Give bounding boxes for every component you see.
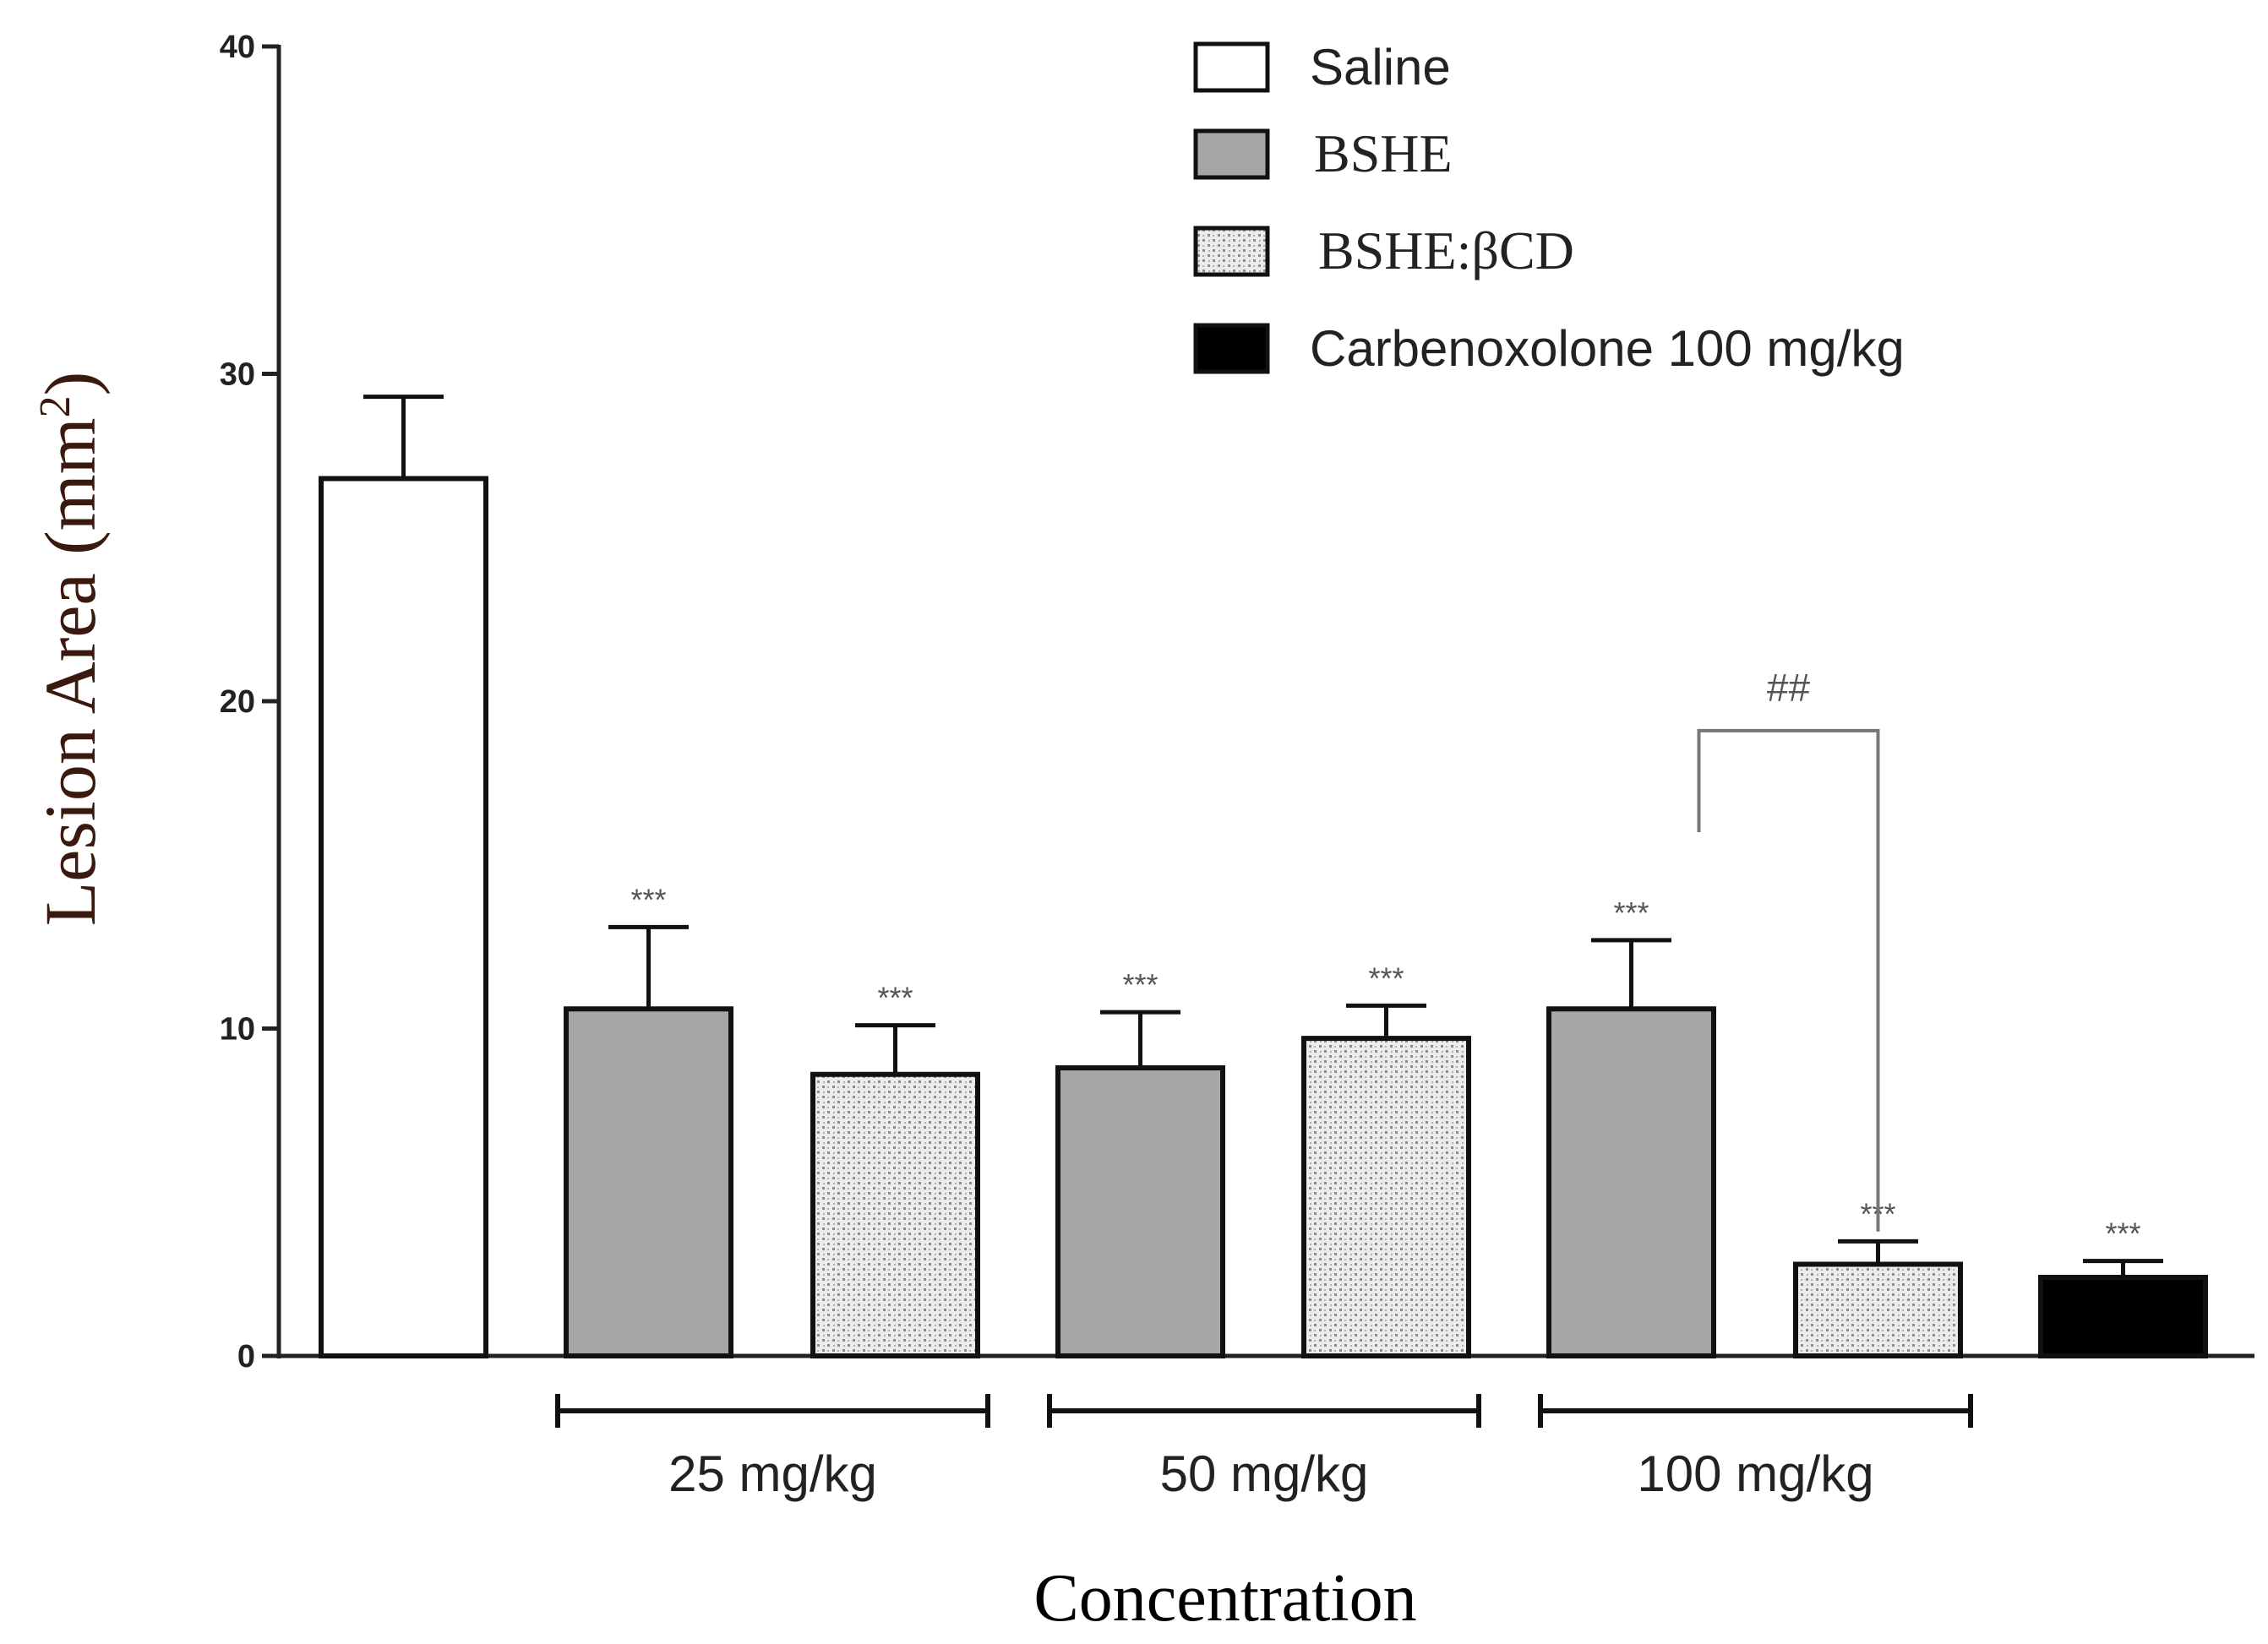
bar: [2038, 1275, 2208, 1358]
group-label: 100 mg/kg: [1637, 1445, 1873, 1502]
legend-label: Carbenoxolone 100 mg/kg: [1310, 320, 1905, 377]
legend-item-carbenoxolone: Carbenoxolone 100 mg/kg: [1193, 320, 1905, 377]
y-tick-label: 40: [220, 30, 255, 65]
y-tick-label: 20: [220, 684, 255, 720]
y-axis-title-end: ): [30, 372, 111, 396]
significance-mark: ***: [1613, 895, 1649, 930]
legend-item-saline: Saline: [1193, 39, 1451, 95]
bar: [1546, 1006, 1716, 1358]
y-axis-title: Lesion Area (mm2): [30, 372, 111, 926]
y-tick-label: 30: [220, 357, 255, 393]
legend-swatch-white: [1193, 41, 1270, 93]
legend-label: BSHE:βCD: [1318, 220, 1574, 280]
group-label: 25 mg/kg: [668, 1445, 877, 1502]
x-axis-title: Concentration: [1033, 1561, 1416, 1636]
y-tick-label: 10: [220, 1012, 255, 1048]
legend-swatch-dotted: [1193, 226, 1270, 277]
comparison-label: ##: [1767, 666, 1811, 710]
bar: [564, 1006, 733, 1358]
significance-mark: ***: [877, 981, 913, 1015]
legend-label: BSHE: [1314, 123, 1453, 183]
bar: [319, 476, 488, 1358]
legend-label: Saline: [1310, 39, 1451, 95]
y-axis-title-superscript: 2: [31, 395, 79, 417]
legend-item-bshe-bcd: BSHE:βCD: [1193, 220, 1574, 280]
legend-swatch-black: [1193, 323, 1270, 374]
significance-mark: ***: [1368, 961, 1404, 995]
y-axis-title-main: Lesion Area (mm: [30, 417, 111, 926]
legend-item-bshe: BSHE: [1193, 123, 1453, 183]
legend: Saline BSHE BSHE:βCD Carbenoxolone 100 m…: [1193, 39, 1905, 377]
bar: [1793, 1261, 1963, 1358]
significance-mark: ***: [630, 882, 666, 917]
bar: [810, 1071, 980, 1358]
bar: [1301, 1036, 1471, 1358]
legend-swatch-gray: [1193, 128, 1270, 180]
significance-mark: ***: [2105, 1217, 2140, 1251]
significance-mark: ***: [1122, 967, 1158, 1002]
group-label: 50 mg/kg: [1160, 1445, 1369, 1502]
y-tick-label: 0: [237, 1339, 255, 1375]
bar: [1055, 1065, 1225, 1358]
comparison-bracket: [1697, 728, 1880, 1232]
